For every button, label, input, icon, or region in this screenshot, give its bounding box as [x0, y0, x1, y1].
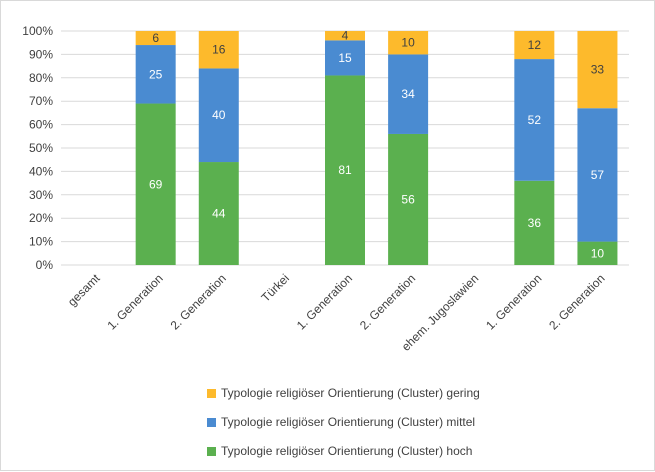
data-label: 10	[591, 246, 605, 260]
data-label: 34	[401, 87, 415, 101]
bar-segment	[135, 45, 176, 104]
data-label: 52	[528, 113, 542, 127]
data-label: 10	[401, 36, 415, 50]
y-tick-label: 40%	[29, 164, 53, 178]
data-label: 33	[591, 63, 605, 77]
bar-segment	[325, 75, 365, 266]
bar-segment	[198, 162, 239, 265]
data-label: 44	[212, 207, 226, 221]
bar-segment	[388, 133, 429, 265]
data-label: 16	[212, 43, 226, 57]
bar-segment	[577, 241, 618, 265]
category-label: 2. Generation	[546, 271, 607, 332]
bar-segment	[135, 31, 176, 46]
data-label: 40	[212, 108, 226, 122]
y-tick-label: 90%	[29, 47, 53, 61]
legend-label: Typologie religiöser Orientierung (Clust…	[221, 386, 480, 400]
y-tick-label: 10%	[29, 235, 53, 249]
data-label: 81	[338, 163, 352, 177]
data-label: 36	[528, 216, 542, 230]
y-tick-label: 50%	[29, 141, 53, 155]
category-label: 2. Generation	[357, 271, 418, 332]
y-tick-label: 60%	[29, 118, 53, 132]
bar-segment	[514, 59, 555, 181]
bar-segment	[198, 68, 239, 163]
data-label: 69	[149, 177, 163, 191]
y-tick-label: 80%	[29, 71, 53, 85]
category-label: 1. Generation	[294, 271, 355, 332]
bar-segment	[325, 31, 365, 41]
legend-label: Typologie religiöser Orientierung (Clust…	[221, 444, 472, 458]
category-label: gesamt	[65, 271, 103, 309]
y-tick-label: 100%	[22, 24, 53, 38]
legend-swatch	[207, 447, 216, 456]
category-label: Türkei	[259, 271, 292, 304]
legend-label: Typologie religiöser Orientierung (Clust…	[221, 415, 475, 429]
bar-segment	[135, 103, 176, 265]
bar-segment	[514, 31, 555, 60]
y-tick-label: 70%	[29, 94, 53, 108]
bar-segment	[325, 40, 365, 76]
bar-segment	[577, 31, 618, 109]
y-tick-label: 0%	[36, 258, 54, 272]
bar-segment	[577, 108, 618, 242]
data-label: 56	[401, 192, 415, 206]
legend-swatch	[207, 418, 216, 427]
data-label: 4	[342, 29, 349, 43]
category-label: 1. Generation	[483, 271, 544, 332]
data-label: 25	[149, 67, 163, 81]
data-label: 6	[152, 31, 159, 45]
legend-swatch	[207, 389, 216, 398]
bar-segment	[198, 31, 239, 69]
y-tick-label: 20%	[29, 211, 53, 225]
data-label: 15	[338, 51, 352, 65]
category-label: 2. Generation	[168, 271, 229, 332]
category-label: 1. Generation	[104, 271, 165, 332]
y-tick-label: 30%	[29, 188, 53, 202]
data-label: 12	[528, 38, 542, 52]
bar-segment	[388, 54, 429, 134]
bar-segment	[388, 31, 429, 55]
data-label: 57	[591, 168, 605, 182]
bar-segment	[514, 180, 555, 265]
